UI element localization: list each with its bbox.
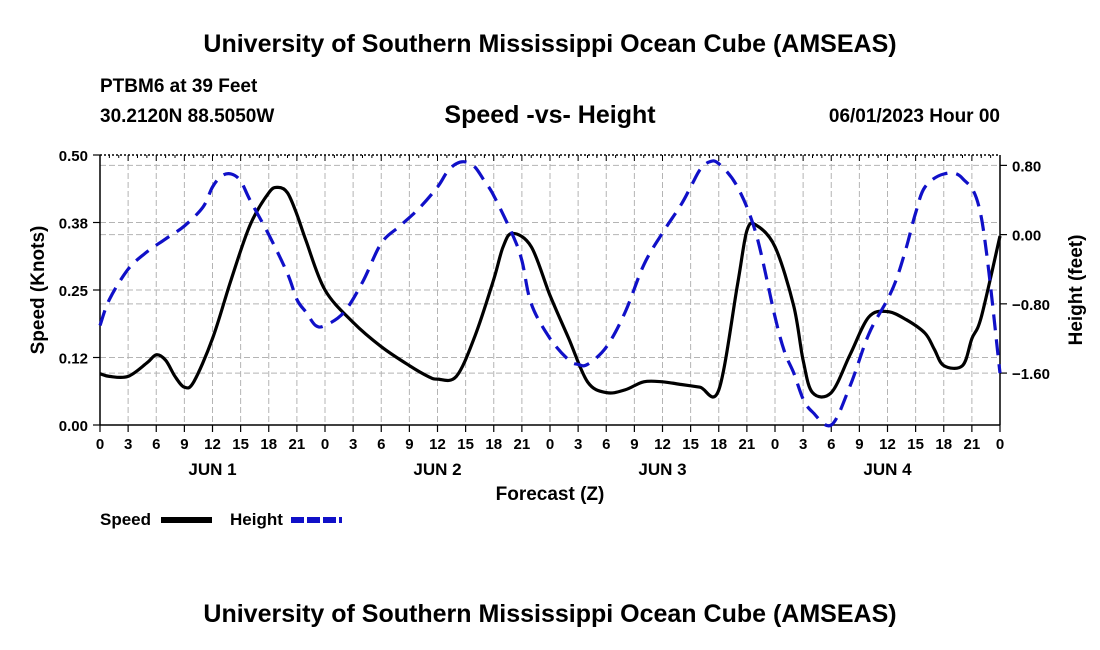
chart-title: Speed -vs- Height <box>444 101 656 129</box>
x-tick-label: 21 <box>514 436 531 453</box>
x-tick-label: 9 <box>180 436 188 453</box>
legend-height-label: Height <box>230 510 283 529</box>
coordinates-label: 30.2120N 88.5050W <box>100 106 275 127</box>
x-tick-label: 12 <box>654 436 671 453</box>
x-tick-label: 9 <box>630 436 638 453</box>
x-tick-label: 6 <box>827 436 835 453</box>
page-title: University of Southern Mississippi Ocean… <box>203 30 897 58</box>
x-tick-label: 15 <box>457 436 474 453</box>
y2-tick-label: 0.80 <box>1012 158 1041 175</box>
x-tick-label: 9 <box>855 436 863 453</box>
day-label: JUN 4 <box>863 460 912 479</box>
station-label: PTBM6 at 39 Feet <box>100 76 258 97</box>
x-tick-label: 3 <box>799 436 807 453</box>
x-tick-label: 6 <box>602 436 610 453</box>
legend-speed-label: Speed <box>100 510 152 529</box>
day-label: JUN 3 <box>638 460 686 479</box>
y2-tick-label: −1.60 <box>1012 366 1050 383</box>
x-tick-label: 3 <box>574 436 582 453</box>
height-series-line <box>98 159 1002 428</box>
x-tick-label: 0 <box>996 436 1004 453</box>
y-tick-label: 0.12 <box>59 351 88 368</box>
y2-axis-label: Height (feet) <box>1066 235 1087 346</box>
y-axis-label: Speed (Knots) <box>28 226 49 355</box>
x-tick-label: 21 <box>289 436 306 453</box>
x-tick-label: 15 <box>682 436 699 453</box>
x-tick-label: 15 <box>232 436 249 453</box>
x-tick-label: 18 <box>710 436 727 453</box>
speed-series-line <box>99 185 1002 399</box>
x-tick-label: 12 <box>429 436 446 453</box>
x-tick-label: 18 <box>485 436 502 453</box>
x-tick-label: 18 <box>260 436 277 453</box>
y2-tick-label: −0.80 <box>1012 297 1050 314</box>
x-tick-label: 0 <box>321 436 329 453</box>
x-tick-label: 12 <box>204 436 221 453</box>
x-tick-label: 21 <box>739 436 756 453</box>
x-tick-label: 0 <box>96 436 104 453</box>
x-tick-label: 9 <box>405 436 413 453</box>
x-tick-label: 12 <box>879 436 896 453</box>
x-tick-label: 0 <box>771 436 779 453</box>
footer-title: University of Southern Mississippi Ocean… <box>203 600 897 628</box>
x-tick-label: 18 <box>935 436 952 453</box>
x-tick-label: 15 <box>907 436 924 453</box>
x-axis-label: Forecast (Z) <box>496 484 605 505</box>
x-tick-label: 0 <box>546 436 554 453</box>
x-tick-label: 6 <box>377 436 385 453</box>
y-tick-label: 0.38 <box>59 216 88 233</box>
day-label: JUN 2 <box>413 460 461 479</box>
x-tick-label: 21 <box>964 436 981 453</box>
y2-tick-label: 0.00 <box>1012 228 1041 245</box>
y-tick-label: 0.00 <box>59 418 88 435</box>
day-label: JUN 1 <box>188 460 236 479</box>
x-tick-label: 6 <box>152 436 160 453</box>
y-tick-label: 0.50 <box>59 148 88 165</box>
forecast-date: 06/01/2023 Hour 00 <box>828 106 1000 127</box>
y-tick-label: 0.25 <box>59 283 88 300</box>
x-tick-label: 3 <box>124 436 132 453</box>
x-tick-label: 3 <box>349 436 357 453</box>
